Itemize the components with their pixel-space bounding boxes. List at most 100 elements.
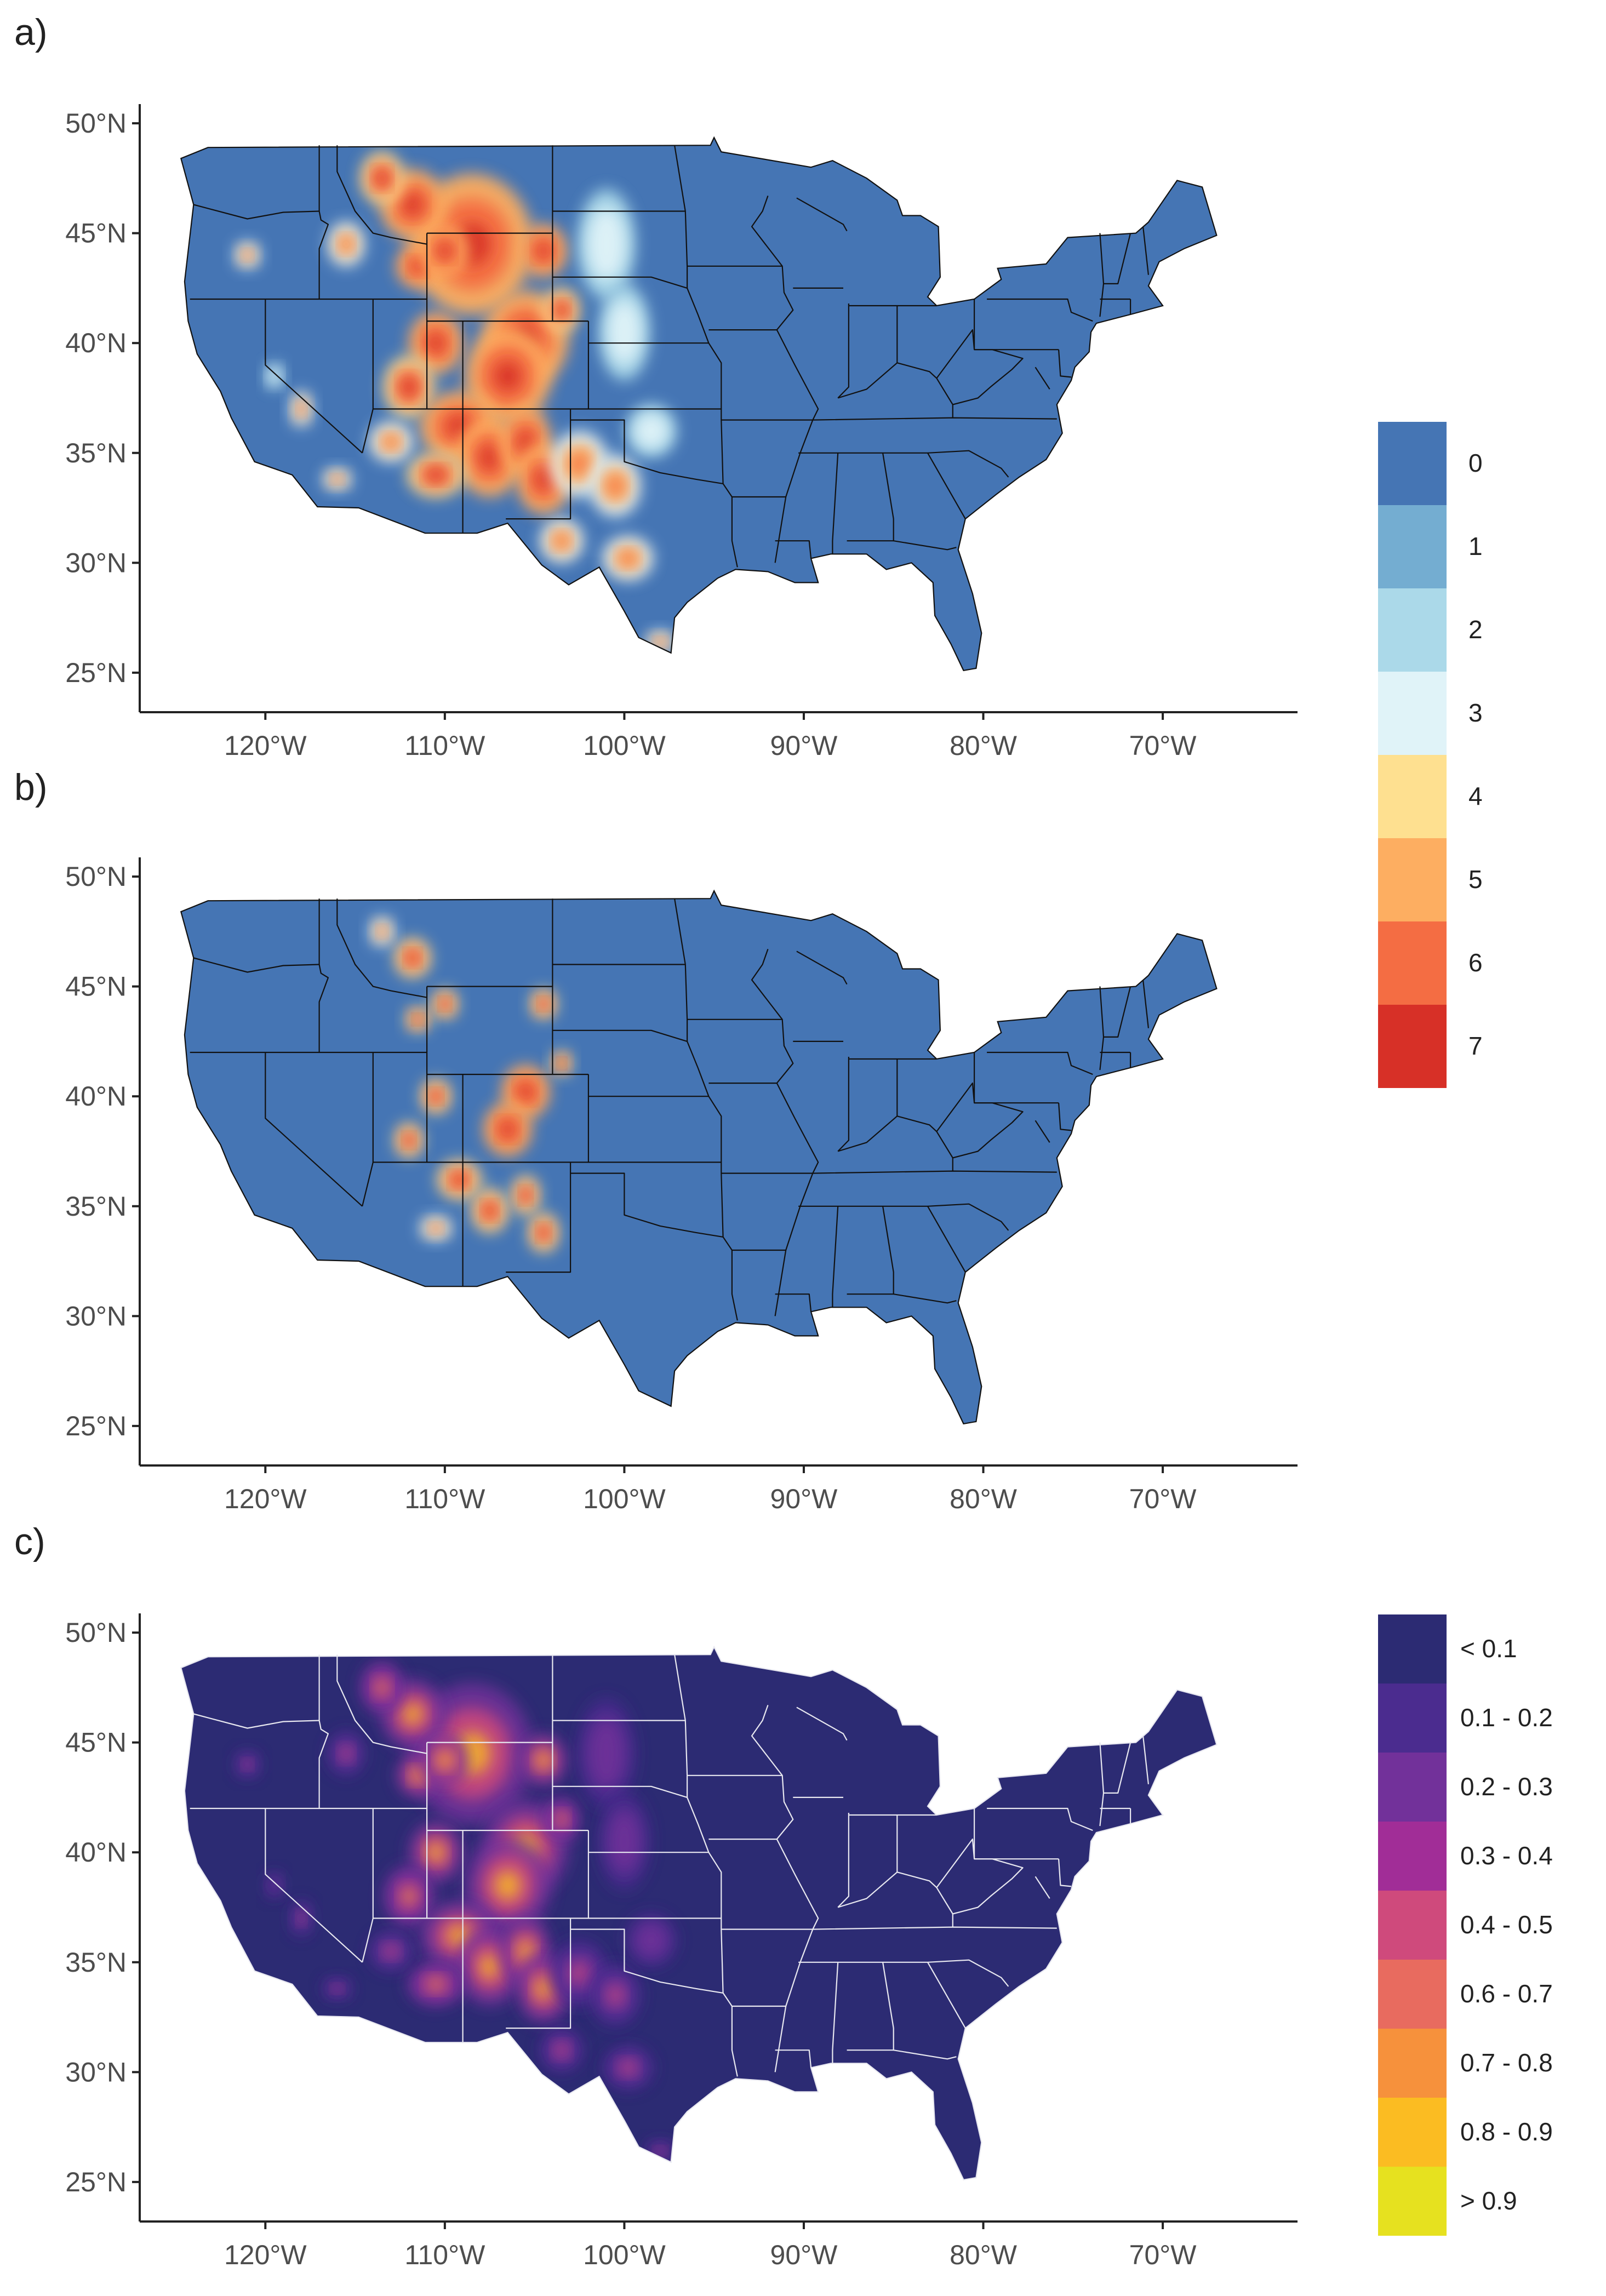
state-border	[1142, 1736, 1149, 1784]
hotspot-region	[268, 1876, 281, 1894]
state-border	[893, 1293, 957, 1304]
hotspot-region	[268, 367, 281, 385]
lat-tick-label: 30°N	[65, 547, 127, 578]
hotspot-region	[438, 1752, 452, 1768]
lat-tick-label: 40°N	[65, 1081, 127, 1112]
state-border	[927, 1962, 966, 2029]
legend-key	[1378, 422, 1447, 505]
state-border	[506, 409, 571, 520]
legend-key	[1378, 2029, 1447, 2098]
lat-tick-label: 25°N	[65, 657, 127, 688]
country-border	[180, 889, 1218, 1425]
lon-tick-label: 100°W	[583, 2240, 666, 2270]
legend-key	[1378, 1614, 1447, 1684]
lon-tick-label: 100°W	[583, 730, 666, 761]
state-border	[1142, 226, 1149, 275]
legend-label: 0.4 - 0.5	[1460, 1910, 1553, 1939]
lat-tick-label: 35°N	[65, 1191, 127, 1222]
state-border	[265, 1808, 363, 1963]
lat-tick-label: 45°N	[65, 1727, 127, 1758]
state-border	[837, 1813, 850, 1908]
hotspot-region	[401, 1887, 417, 1906]
hotspot-region	[404, 1135, 413, 1146]
legend-key	[1378, 1005, 1447, 1088]
hotspot-region	[608, 1810, 641, 1873]
lat-tick-label: 25°N	[65, 2167, 127, 2197]
lat-tick-label: 50°N	[65, 1617, 127, 1648]
hotspot-region	[384, 436, 398, 448]
legend-label: 0.6 - 0.7	[1460, 1979, 1553, 2008]
legend-label: 0.3 - 0.4	[1460, 1841, 1553, 1870]
lon-tick-label: 70°W	[1129, 1484, 1197, 1514]
hotspot-region	[411, 259, 425, 273]
state-border	[936, 329, 1024, 405]
state-border	[927, 453, 966, 519]
legend-key	[1378, 838, 1447, 921]
lon-tick-label: 90°W	[770, 1484, 838, 1514]
hotspot-region	[539, 1227, 548, 1239]
panel-label-b: b)	[14, 766, 48, 808]
hotspot-region	[608, 477, 623, 495]
legend-key	[1378, 2098, 1447, 2167]
state-border	[1104, 1742, 1131, 1794]
hotspot-region	[243, 1760, 252, 1768]
hotspot-region	[401, 377, 417, 397]
hotspot-region	[656, 638, 665, 645]
state-border	[813, 1926, 1057, 1930]
lon-tick-label: 120°W	[224, 730, 307, 761]
legend-key	[1378, 1684, 1447, 1753]
hotspot-region	[333, 476, 342, 483]
hotspot-region	[298, 403, 305, 415]
hotspot-region	[411, 1768, 425, 1782]
state-border	[570, 419, 723, 484]
lon-tick-label: 80°W	[950, 730, 1018, 761]
state-border	[1104, 986, 1131, 1038]
hotspot-region	[298, 1913, 305, 1924]
state-border	[798, 450, 1009, 478]
state-border	[1035, 367, 1050, 390]
hotspot-region	[656, 2148, 665, 2155]
panel-label-a: a)	[14, 12, 48, 53]
legend-key	[1378, 921, 1447, 1005]
lon-tick-label: 120°W	[224, 1484, 307, 1514]
hotspot-region	[587, 1717, 625, 1789]
hotspot-region	[480, 445, 500, 469]
state-border	[893, 540, 957, 551]
hotspot-region	[535, 468, 552, 490]
state-border	[847, 1206, 894, 1295]
state-border	[775, 2049, 812, 2068]
hotspot-region	[494, 1870, 521, 1900]
hotspot-region	[340, 237, 352, 251]
state-border	[506, 1162, 571, 1273]
state-border	[796, 951, 848, 985]
lon-tick-label: 120°W	[224, 2240, 307, 2270]
state-border	[796, 197, 848, 232]
hotspot-region	[403, 194, 422, 215]
legend-label: 6	[1468, 948, 1483, 977]
legend-label: 5	[1468, 865, 1483, 894]
legend-label: 0.1 - 0.2	[1460, 1703, 1553, 1732]
state-border	[775, 1293, 812, 1312]
state-border	[775, 540, 812, 559]
state-border	[265, 299, 363, 454]
hotspot-region	[438, 243, 452, 259]
legend-label: 1	[1468, 532, 1483, 560]
lon-tick-label: 100°W	[583, 1484, 666, 1514]
map-panel-a: 50°N 45°N 40°N 35°N 30°N 25°N 120°W 110°W 100°W 9…	[65, 104, 1298, 761]
state-border	[552, 1029, 688, 1042]
state-border	[570, 1172, 723, 1238]
state-border	[751, 949, 819, 1316]
hotspot-region	[375, 170, 388, 186]
hotspot-region	[535, 1978, 552, 2000]
state-border	[193, 204, 319, 220]
hotspot-region	[536, 1752, 551, 1768]
hotspot-region	[500, 1121, 515, 1137]
lon-tick-label: 80°W	[950, 1484, 1018, 1514]
lon-tick-label: 70°W	[1129, 730, 1197, 761]
lon-tick-label: 110°W	[404, 2240, 485, 2270]
lat-tick-label: 30°N	[65, 1301, 127, 1331]
state-border	[674, 145, 738, 568]
hotspot-region	[441, 999, 449, 1009]
legend-label: 0.2 - 0.3	[1460, 1772, 1553, 1801]
state-border	[987, 298, 1093, 322]
